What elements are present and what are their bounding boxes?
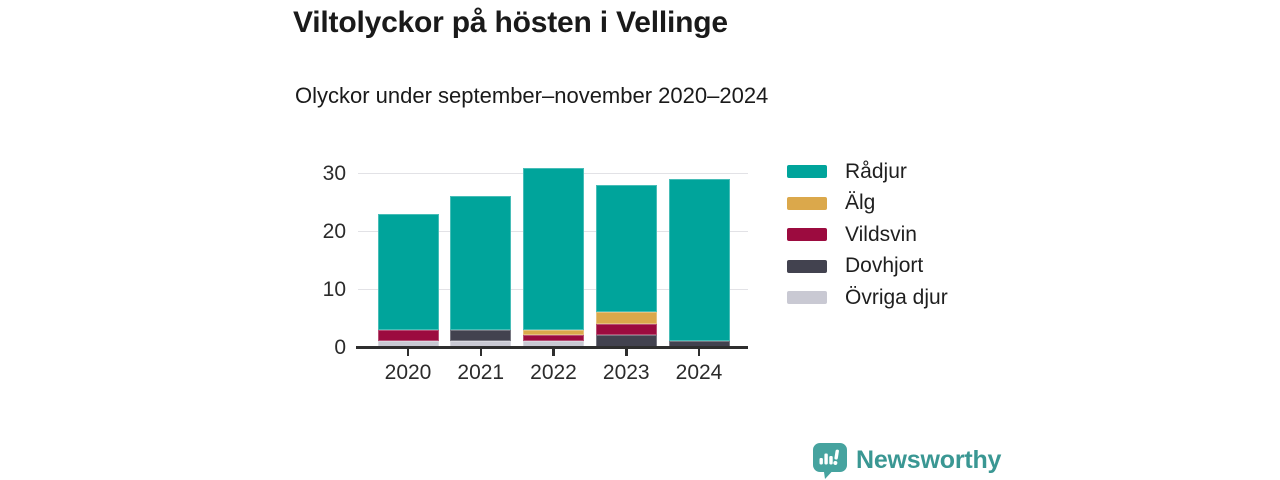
bar-segment-2023-Älg [595, 312, 657, 324]
legend-label-Älg: Älg [845, 191, 876, 215]
newsworthy-logo-icon [813, 443, 847, 479]
legend-label-Vildsvin: Vildsvin [845, 222, 917, 246]
bar-segment-2021-Dovhjort [450, 329, 512, 342]
x-axis-tick [625, 347, 628, 356]
chart-legend: Rådjur Älg Vildsvin Dovhjort Övriga djur [787, 156, 948, 314]
legend-label-Rådjur: Rådjur [845, 159, 907, 183]
legend-item-Dovhjort: Dovhjort [787, 251, 948, 283]
x-axis-tick [479, 347, 482, 356]
legend-item-Vildsvin: Vildsvin [787, 219, 948, 251]
x-axis-tick-label: 2024 [675, 361, 723, 384]
newsworthy-logo: Newsworthy [812, 442, 1001, 479]
bar-segment-2022-Vildsvin [523, 335, 584, 342]
newsworthy-logo-text: Newsworthy [856, 446, 1002, 474]
y-axis-tick-label: 30 [322, 162, 346, 186]
bar-2023 [595, 184, 657, 347]
bar-segment-2022-Övriga djur [523, 341, 584, 347]
x-axis-line [356, 345, 748, 349]
legend-swatch-Rådjur [787, 165, 827, 179]
legend-item-Älg: Älg [787, 188, 948, 220]
legend-swatch-Älg [787, 196, 827, 210]
bar-segment-2024-Dovhjort [668, 341, 730, 347]
legend-item-Rådjur: Rådjur [787, 156, 948, 188]
x-axis-tick-label: 2022 [530, 361, 577, 384]
legend-item-Övriga djur: Övriga djur [787, 282, 948, 314]
legend-swatch-Vildsvin [787, 228, 827, 242]
legend-swatch-Dovhjort [787, 259, 827, 273]
bar-segment-2021-Rådjur [450, 196, 512, 330]
y-axis-tick-label: 10 [322, 278, 346, 302]
x-axis-tick [406, 347, 410, 356]
x-axis-tick [697, 347, 701, 356]
bar-segment-2024-Rådjur [668, 179, 730, 342]
legend-swatch-Övriga djur [787, 291, 827, 305]
bar-segment-2023-Vildsvin [595, 323, 657, 336]
x-axis-tick-label: 2023 [602, 361, 650, 384]
bar-segment-2022-Älg [523, 329, 584, 336]
chart-subtitle: Olyckor under september–november 2020–20… [295, 83, 769, 108]
bar-segment-2020-Vildsvin [377, 329, 439, 342]
bar-segment-2021-Övriga djur [450, 341, 512, 347]
bar-segment-2023-Dovhjort [595, 335, 657, 347]
y-axis-tick-label: 0 [334, 336, 346, 359]
x-axis-tick-label: 2021 [457, 361, 505, 384]
bar-segment-2023-Rådjur [595, 184, 657, 313]
x-axis-tick [552, 347, 555, 356]
legend-label-Dovhjort: Dovhjort [845, 254, 924, 278]
bar-2021 [450, 196, 512, 347]
y-axis-tick-label: 20 [322, 220, 346, 244]
x-axis-tick-label: 2020 [384, 361, 432, 384]
bar-2024 [668, 179, 730, 347]
bar-segment-2020-Rådjur [377, 213, 439, 330]
chart-title: Viltolyckor på hösten i Vellinge [293, 6, 728, 39]
bar-2020 [377, 213, 439, 347]
legend-label-Övriga djur: Övriga djur [845, 285, 948, 309]
bar-segment-2020-Övriga djur [377, 341, 439, 347]
bar-2022 [523, 167, 584, 347]
bar-segment-2022-Rådjur [523, 167, 584, 330]
